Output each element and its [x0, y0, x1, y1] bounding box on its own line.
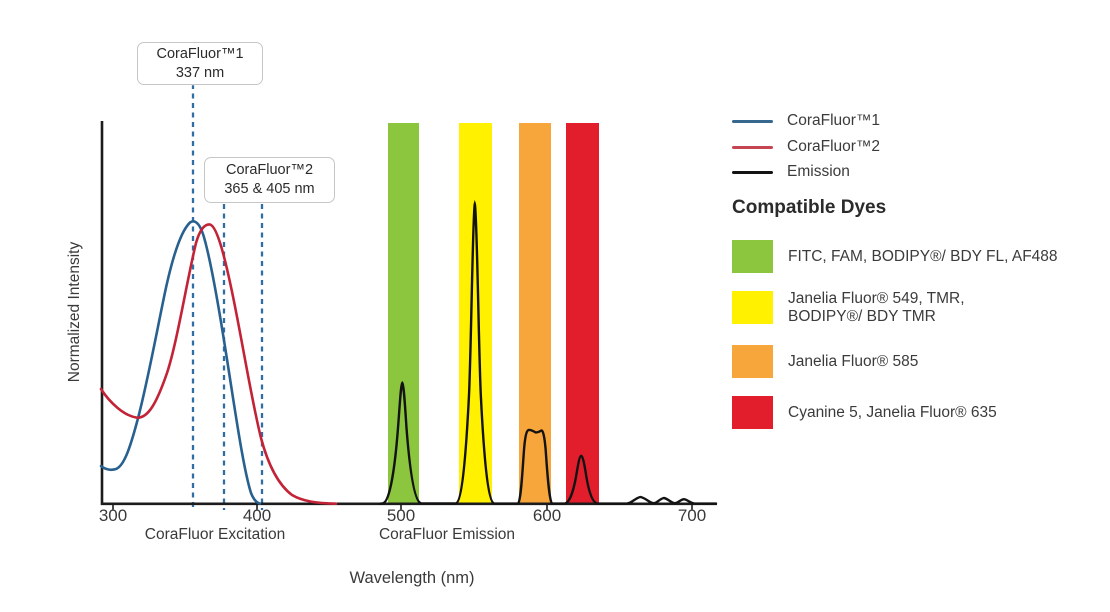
legend-item-emission: Emission: [732, 161, 850, 183]
dye-label-yellow-line1: Janelia Fluor® 549, TMR,: [788, 289, 965, 307]
corafluor2-line-swatch: [732, 145, 773, 149]
band-green: [388, 123, 419, 504]
dye-item-yellow: Janelia Fluor® 549, TMR, BODIPY®/ BDY TM…: [732, 290, 965, 326]
dye-label-yellow: Janelia Fluor® 549, TMR, BODIPY®/ BDY TM…: [788, 290, 965, 326]
dye-label-yellow-line2: BODIPY®/ BDY TMR: [788, 307, 936, 325]
x-tick-600: 600: [532, 506, 562, 525]
corafluor1-excitation-curve: [99, 220, 262, 505]
callout-corafluor2-value: 365 & 405 nm: [224, 181, 315, 197]
emission-section-label: CoraFluor Emission: [378, 526, 516, 543]
corafluor1-line-swatch: [732, 119, 773, 123]
x-tick-500: 500: [386, 506, 416, 525]
dye-label-green: FITC, FAM, BODIPY®/ BDY FL, AF488: [788, 248, 1058, 266]
callout-corafluor1-value: 337 nm: [175, 64, 225, 81]
red-dye-swatch: [732, 396, 773, 429]
callout-corafluor1: CoraFluor™1 337 nm: [137, 42, 263, 85]
dye-label-orange-line1: Janelia Fluor® 585: [788, 352, 919, 370]
excitation-section-label: CoraFluor Excitation: [144, 526, 286, 543]
green-dye-swatch: [732, 240, 773, 273]
x-axis-label: Wavelength (nm): [349, 569, 475, 587]
dye-label-red-line1: Cyanine 5, Janelia Fluor® 635: [788, 403, 997, 421]
dye-label-green-line1: FITC, FAM, BODIPY®/ BDY FL, AF488: [788, 247, 1058, 265]
dye-item-orange: Janelia Fluor® 585: [732, 345, 918, 378]
x-tick-300: 300: [98, 506, 128, 525]
legend-label-corafluor1: CoraFluor™1: [787, 112, 881, 129]
axis-ticks: [112, 503, 693, 510]
emission-curve: [378, 199, 718, 505]
callout-corafluor1-title: CoraFluor™1: [156, 45, 244, 62]
emission-line-swatch: [732, 170, 773, 174]
legend-label-emission: Emission: [787, 163, 850, 180]
orange-dye-swatch: [732, 345, 773, 378]
dye-label-orange: Janelia Fluor® 585: [788, 353, 918, 371]
x-tick-700: 700: [677, 506, 707, 525]
compatible-dyes-heading: Compatible Dyes: [732, 197, 887, 218]
corafluor2-excitation-curve: [99, 223, 338, 505]
dye-item-green: FITC, FAM, BODIPY®/ BDY FL, AF488: [732, 240, 1058, 273]
callout-corafluor2-title: CoraFluor™2: [225, 162, 314, 179]
legend-label-corafluor2: CoraFluor™2: [787, 138, 881, 155]
band-red: [566, 123, 599, 504]
dye-label-red: Cyanine 5, Janelia Fluor® 635: [788, 404, 997, 422]
legend-item-corafluor2: CoraFluor™2: [732, 136, 880, 158]
band-yellow: [459, 123, 492, 504]
dye-item-red: Cyanine 5, Janelia Fluor® 635: [732, 396, 997, 429]
callout-corafluor2: CoraFluor™2 365 & 405 nm: [204, 157, 335, 203]
x-tick-400: 400: [242, 506, 272, 525]
yellow-dye-swatch: [732, 291, 773, 324]
y-axis-label: Normalized Intensity: [66, 241, 83, 383]
legend-item-corafluor1: CoraFluor™1: [732, 110, 880, 132]
